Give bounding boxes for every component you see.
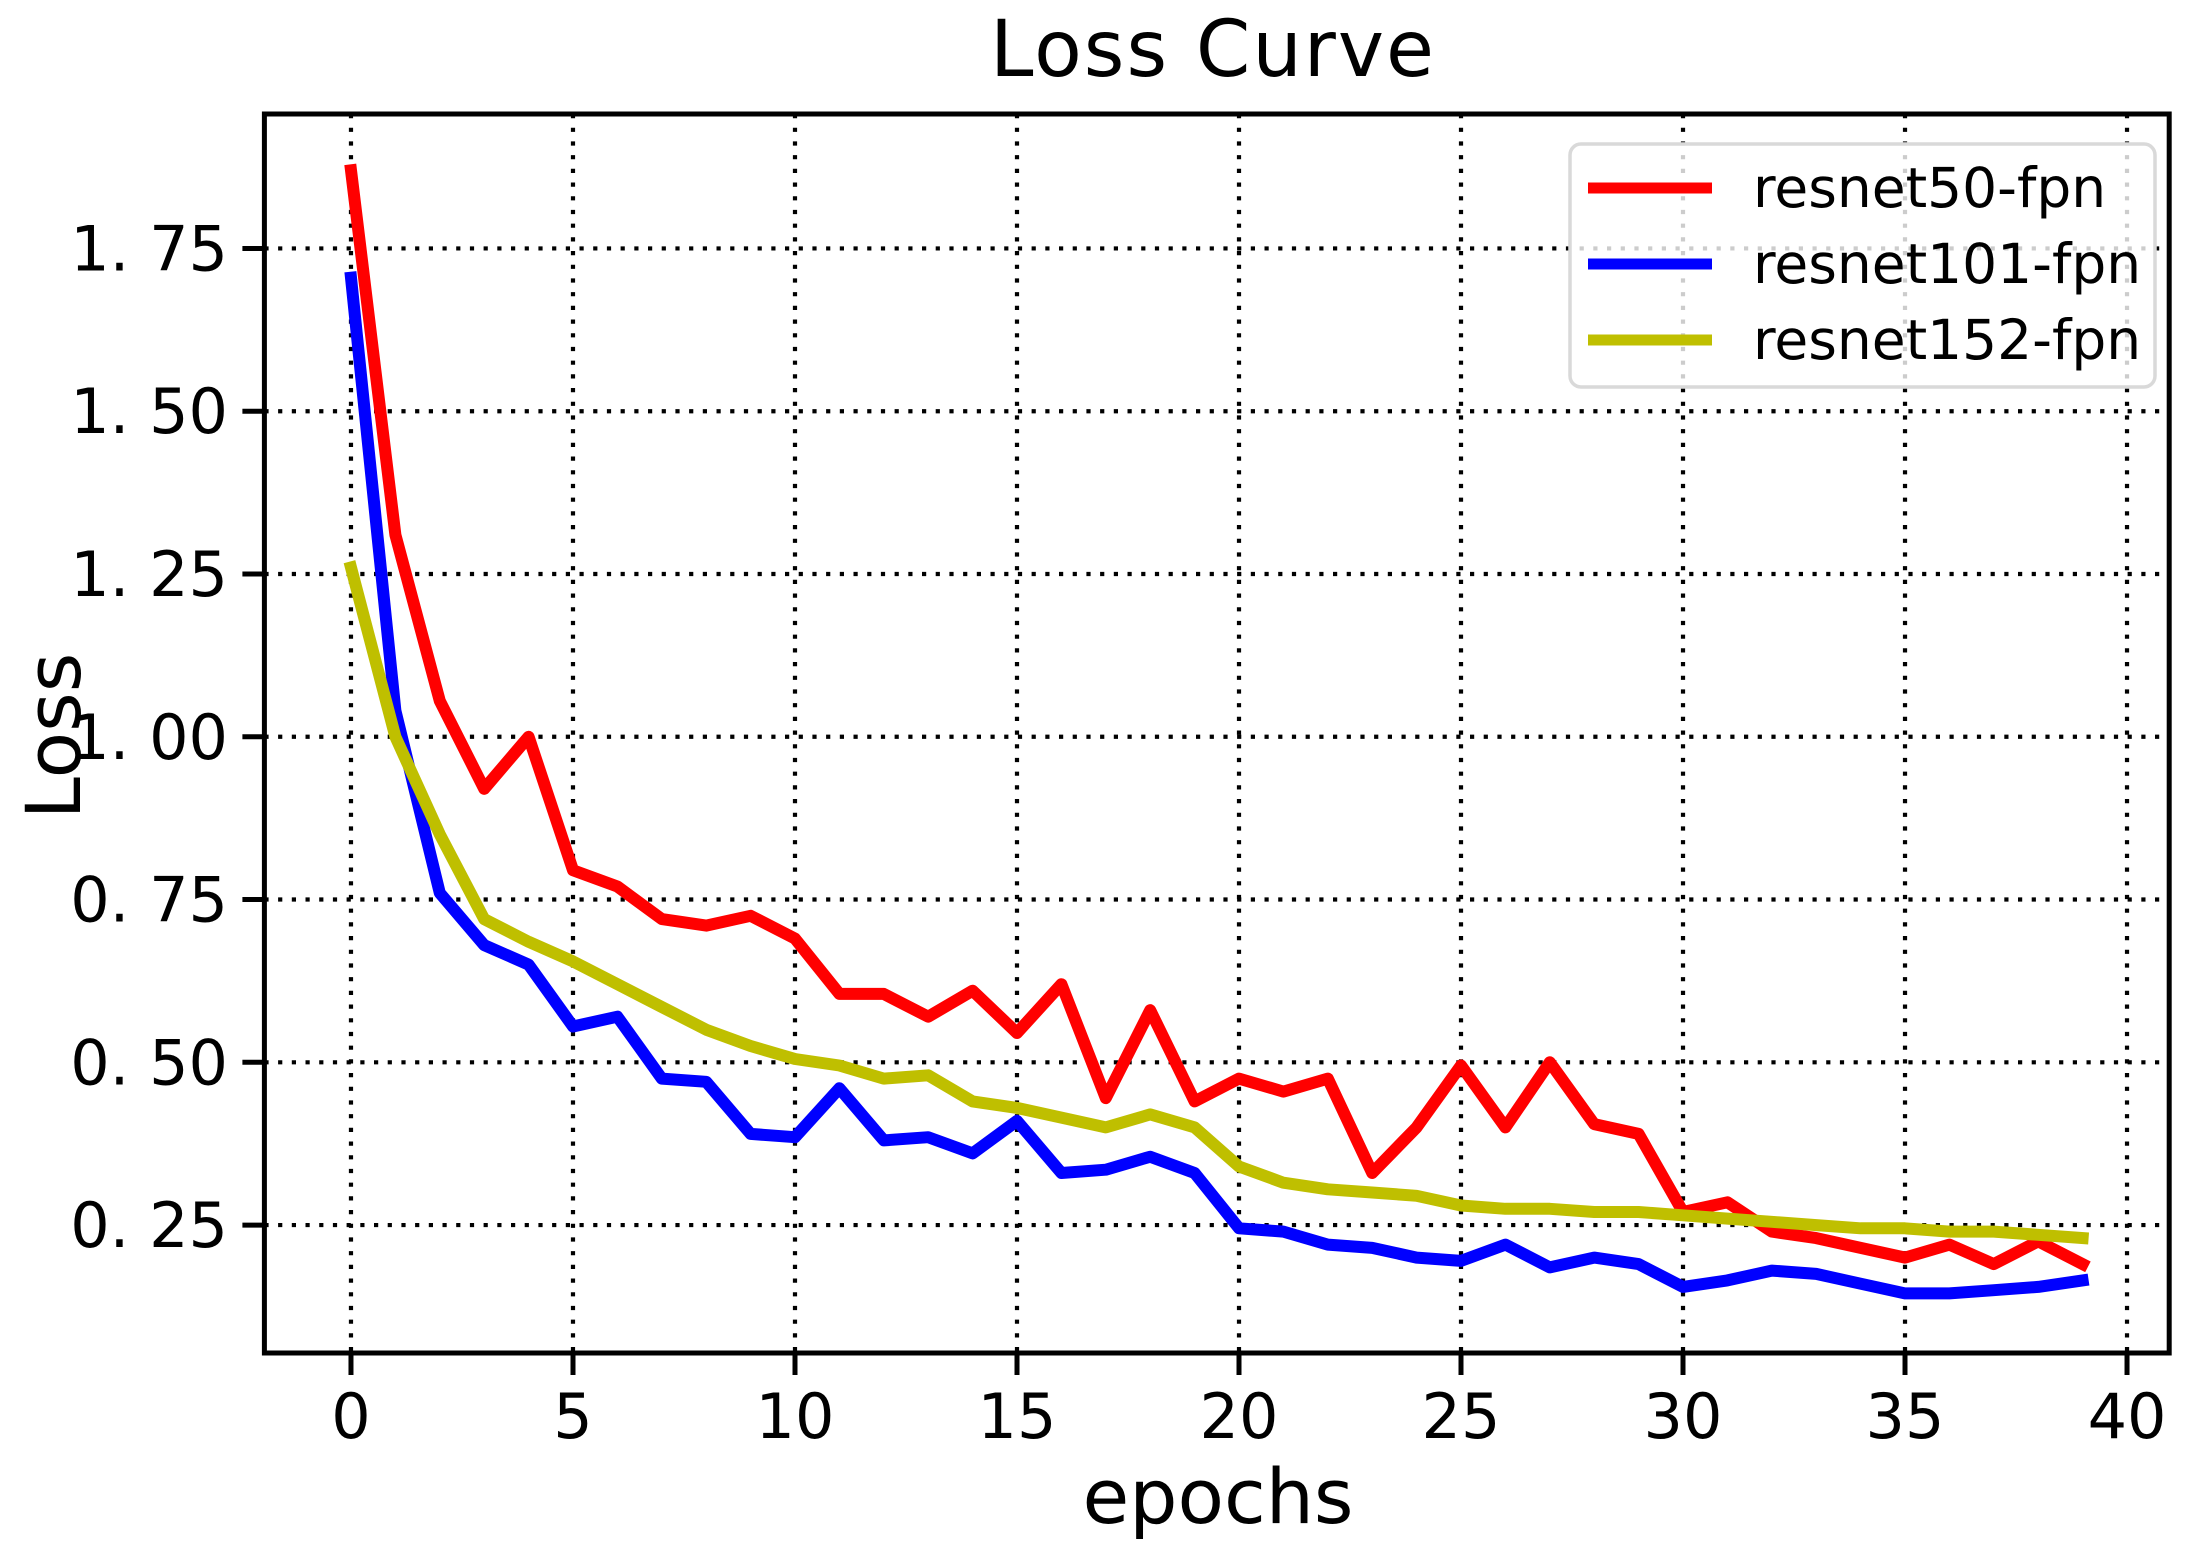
legend-label-resnet50-fpn: resnet50-fpn xyxy=(1753,156,2106,220)
axis-tick-labels: 0 5 10 15 20 25 30 35 40 0. 25 0. 50 0. 75 1. 00 1. 2… xyxy=(70,212,2166,1453)
axis-tick-marks xyxy=(242,245,2130,1375)
y-tick-label: 0. 25 xyxy=(70,1189,228,1262)
legend-box xyxy=(1568,142,2157,389)
x-tick-label: 0 xyxy=(331,1380,370,1453)
plot-border xyxy=(261,111,2172,1356)
y-tick-label: 1. 00 xyxy=(70,701,228,774)
y-tick-label: 0. 75 xyxy=(70,864,228,937)
series-line-resnet152-fpn xyxy=(343,560,2090,1245)
x-axis-label: epochs xyxy=(1082,1452,1353,1541)
x-tick-label: 5 xyxy=(553,1380,592,1453)
x-tick-label: 35 xyxy=(1866,1380,1945,1453)
y-tick-label: 1. 75 xyxy=(70,212,228,285)
x-tick-label: 25 xyxy=(1422,1380,1501,1453)
y-tick-label: 0. 50 xyxy=(70,1026,228,1099)
x-tick-label: 30 xyxy=(1644,1380,1723,1453)
x-tick-label: 15 xyxy=(978,1380,1057,1453)
x-tick-label: 20 xyxy=(1200,1380,1279,1453)
y-tick-label: 1. 50 xyxy=(70,375,228,448)
series-line-resnet50-fpn xyxy=(344,163,2091,1273)
series-line-resnet101-fpn xyxy=(344,271,2090,1300)
chart-title: Loss Curve xyxy=(990,5,1436,95)
legend: resnet50-fpn resnet101-fpn resnet152-fpn xyxy=(1568,142,2157,389)
series-lines xyxy=(343,163,2091,1300)
x-tick-label: 40 xyxy=(2088,1380,2167,1453)
legend-label-resnet101-fpn: resnet101-fpn xyxy=(1753,232,2141,296)
y-tick-label: 1. 25 xyxy=(70,538,228,611)
legend-rows: resnet50-fpn resnet101-fpn resnet152-fpn xyxy=(1588,156,2141,372)
x-tick-label: 10 xyxy=(756,1380,835,1453)
legend-label-resnet152-fpn: resnet152-fpn xyxy=(1753,308,2141,372)
y-axis-label: Loss xyxy=(9,653,98,820)
